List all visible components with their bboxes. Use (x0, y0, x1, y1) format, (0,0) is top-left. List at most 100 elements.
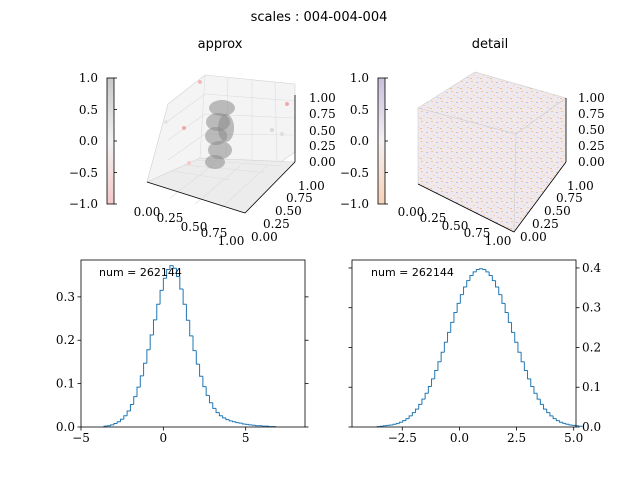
detail-histogram-bin (475, 269, 480, 272)
approx-title: approx (198, 37, 243, 52)
detail-histogram-bin (427, 385, 432, 394)
approx-histogram-bin (166, 269, 170, 279)
approx-cloud-cluster (209, 100, 235, 116)
detail-histogram-bin (514, 332, 518, 343)
detail-histogram-bin (411, 412, 416, 416)
approx-histogram-bin (241, 423, 246, 425)
detail-histogram-bin (424, 392, 429, 400)
detail-histogram-bin (395, 422, 400, 425)
detail-colorbar-tick-label: −0.5 (340, 166, 369, 180)
approx-outlier (187, 161, 191, 165)
detail-histogram-bin (434, 370, 438, 379)
approx-histogram-bin (156, 303, 161, 320)
detail-x-tick-label: 0.50 (442, 219, 469, 233)
approx-outlier (182, 126, 186, 130)
detail-histogram-bin (421, 398, 426, 405)
approx-histogram-bin (126, 410, 131, 416)
approx-z-tick-label: 0.25 (309, 139, 336, 153)
detail-histogram-bin (523, 361, 528, 372)
detail-histogram-y-tick-label: 0.1 (582, 380, 601, 394)
detail-histogram-bin (578, 425, 583, 427)
detail-histogram-bin (517, 342, 522, 353)
detail-3d-axes: 0.00 0.25 0.50 0.75 1.00 0.00 0.25 0.50 … (398, 71, 605, 248)
approx-colorbar: 1.0 0.5 0.0 −0.5 −1.0 (69, 71, 117, 211)
detail-z-tick-label: 0.25 (578, 139, 605, 153)
detail-histogram-bin (402, 420, 406, 423)
approx-histogram-bin (120, 418, 124, 422)
detail-histogram-bin (520, 352, 525, 363)
detail-histogram-bin (511, 322, 515, 333)
detail-histogram-count-annotation: num = 262144 (371, 266, 454, 279)
approx-y-axis-line (244, 161, 296, 214)
approx-colorbar-tick-label: −0.5 (69, 166, 98, 180)
approx-colorbar-tick-label: 0.5 (79, 103, 98, 117)
figure-title: scales : 004-004-004 (251, 10, 388, 25)
approx-y-tick-label: 0.00 (251, 230, 278, 244)
approx-histogram-bin (136, 386, 141, 397)
approx-histogram-bin (146, 349, 151, 364)
detail-y-tick-label: 0.25 (532, 217, 559, 231)
detail-z-tick-label: 0.75 (578, 107, 605, 121)
approx-outlier (164, 120, 168, 124)
approx-histogram-bin (179, 276, 184, 290)
detail-title: detail (472, 37, 509, 52)
detail-histogram-y-tick-label: 0.4 (582, 261, 601, 275)
approx-x-tick-label: 0.00 (134, 205, 161, 219)
approx-z-tick-label: 0.50 (309, 124, 336, 138)
detail-colorbar: 1.0 0.5 0.0 −0.5 −1.0 (340, 71, 388, 211)
detail-histogram-bin (527, 370, 531, 380)
detail-histogram-bin (501, 294, 506, 304)
detail-histogram-bin (418, 403, 422, 410)
approx-x-tick-label: 0.50 (181, 220, 208, 234)
detail-histogram-bin (495, 280, 499, 288)
approx-histogram-bin (189, 320, 193, 337)
detail-histogram-bin (504, 303, 509, 313)
approx-outlier (270, 128, 274, 132)
approx-histogram-x-tick-label: 0 (160, 431, 168, 445)
detail-x-tick-label: 0.00 (398, 205, 425, 219)
approx-histogram-bin (192, 335, 197, 352)
approx-outlier (280, 132, 284, 136)
detail-histogram-bin (549, 412, 554, 417)
approx-histogram-bin (129, 403, 134, 411)
detail-histogram-bin (408, 415, 413, 419)
detail-histogram-bin (431, 378, 435, 387)
approx-colorbar-ticks (114, 77, 117, 205)
approx-x-tick-label: 0.75 (201, 226, 228, 240)
approx-histogram-bin (205, 386, 210, 396)
approx-histogram-bin (222, 415, 226, 419)
approx-histogram-x-tick-label: −5 (72, 431, 90, 445)
detail-histogram-bin (555, 418, 560, 422)
approx-histogram-bin (172, 265, 177, 269)
detail-histogram-bin (565, 423, 570, 425)
approx-outlier (285, 102, 289, 106)
approx-histogram-y-tick-label: 0.0 (56, 420, 75, 434)
detail-histogram-bin (447, 331, 451, 343)
detail-x-tick-label: 1.00 (485, 234, 512, 248)
approx-cloud-cluster (208, 141, 232, 159)
detail-histogram-bin (543, 404, 547, 410)
approx-point-cloud (205, 100, 235, 169)
detail-histogram-bin (463, 286, 467, 295)
detail-histogram-bin (415, 408, 419, 413)
approx-outlier-points (164, 80, 289, 174)
approx-histogram-bin (149, 334, 154, 350)
approx-histogram-bin (195, 350, 200, 365)
detail-y-tick-label: 1.00 (567, 179, 594, 193)
detail-colorbar-tick-label: 1.0 (350, 71, 369, 85)
detail-x-axis-line (417, 183, 515, 233)
approx-histogram-bin (110, 424, 114, 426)
approx-histogram-bin (159, 289, 164, 305)
approx-z-tick-label: 0.75 (309, 107, 336, 121)
detail-y-tick-label: 0.00 (520, 230, 547, 244)
approx-histogram-frame (80, 259, 306, 428)
approx-histogram-bin (202, 376, 207, 388)
detail-histogram-bin (498, 287, 502, 296)
approx-histogram-y-tick-label: 0.2 (56, 333, 75, 347)
detail-histogram-bin (469, 275, 474, 281)
detail-histogram-bin (539, 399, 544, 405)
detail-histogram-bin (472, 271, 477, 276)
detail-histogram-x-tick-label: 5.0 (564, 431, 583, 445)
approx-histogram-bin (182, 289, 187, 305)
